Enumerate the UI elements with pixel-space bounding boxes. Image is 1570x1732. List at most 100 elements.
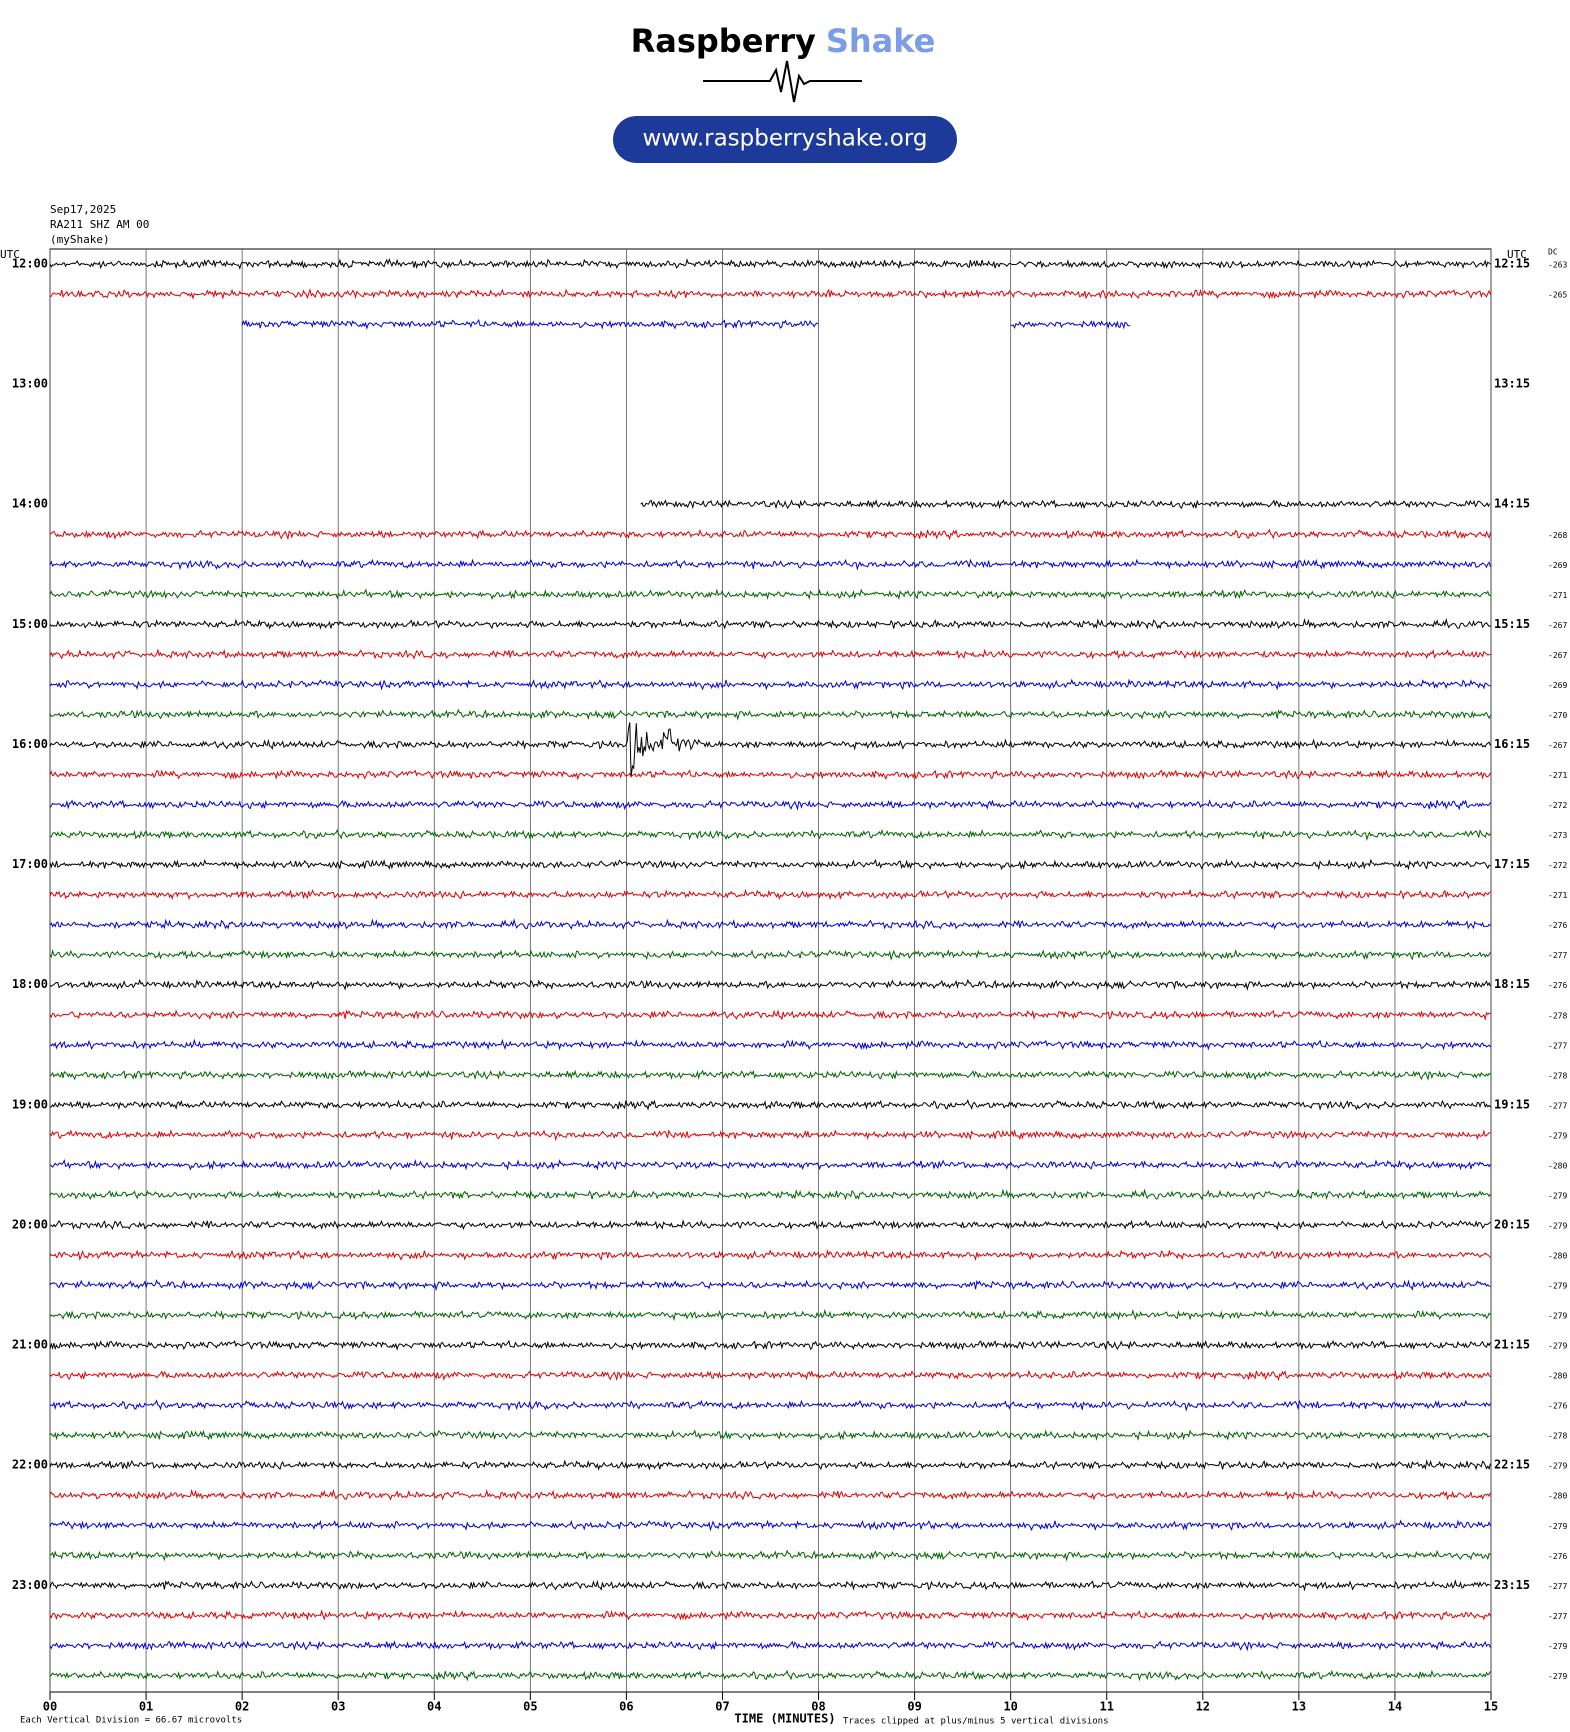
trace — [49, 1488, 1491, 1501]
x-tick-label: 05 — [523, 1700, 537, 1714]
trace — [49, 1339, 1491, 1351]
source: (myShake) — [50, 233, 110, 246]
dc-value: -269 — [1548, 681, 1567, 690]
hour-label-right: 15:15 — [1494, 617, 1530, 631]
trace — [49, 1249, 1491, 1262]
dc-value: -278 — [1548, 1432, 1567, 1441]
x-tick-label: 04 — [427, 1700, 441, 1714]
dc-value: -276 — [1548, 1402, 1567, 1411]
trace — [49, 1669, 1491, 1682]
dc-value: -272 — [1548, 861, 1567, 870]
logo-wave — [703, 60, 862, 103]
utc-left: UTC — [0, 248, 20, 261]
trace — [49, 1640, 1491, 1652]
url-pill — [613, 116, 957, 163]
trace — [49, 1519, 1491, 1532]
trace — [49, 1279, 1491, 1292]
hour-label-right: 23:15 — [1494, 1578, 1530, 1592]
dc-value: -271 — [1548, 771, 1567, 780]
trace — [49, 858, 1491, 871]
hour-label-right: 22:15 — [1494, 1458, 1530, 1472]
trace — [49, 1549, 1491, 1562]
dc-value: -276 — [1548, 1552, 1567, 1561]
logo: Raspberry Shake — [631, 22, 936, 60]
dc-value: -277 — [1548, 1582, 1567, 1591]
trace — [49, 1159, 1491, 1171]
dc-value: -267 — [1548, 651, 1567, 660]
x-tick-label: 14 — [1388, 1700, 1402, 1714]
trace — [49, 1099, 1491, 1111]
trace — [49, 1308, 1491, 1322]
trace — [50, 528, 1491, 541]
dc-value: -276 — [1548, 921, 1567, 930]
trace — [49, 1219, 1491, 1231]
dc-value: -279 — [1548, 1642, 1567, 1651]
hour-label: 18:00 — [12, 977, 48, 991]
x-tick-label: 00 — [43, 1700, 57, 1714]
x-tick-label: 02 — [235, 1700, 249, 1714]
hour-label-right: 16:15 — [1494, 737, 1530, 751]
date: Sep17,2025 — [50, 203, 116, 216]
dc-value: -279 — [1548, 1342, 1567, 1351]
trace — [49, 1369, 1491, 1382]
hour-label-right: 13:15 — [1494, 377, 1530, 391]
hour-label-right: 17:15 — [1494, 857, 1530, 871]
trace — [49, 918, 1491, 930]
trace — [49, 1459, 1491, 1471]
x-tick-label: 15 — [1484, 1700, 1498, 1714]
x-tick-label: 11 — [1100, 1700, 1114, 1714]
hour-label: 19:00 — [12, 1097, 48, 1111]
trace — [49, 1579, 1491, 1592]
hour-label: 20:00 — [12, 1217, 48, 1231]
dc-value: -279 — [1548, 1131, 1567, 1140]
logo-name: Raspberry — [631, 22, 816, 60]
trace — [49, 617, 1491, 630]
x-axis-label: TIME (MINUTES) — [734, 1712, 835, 1726]
trace — [49, 948, 1491, 961]
trace — [241, 318, 819, 330]
x-tick-label: 07 — [715, 1700, 729, 1714]
plot-frame — [49, 248, 1492, 1693]
trace — [49, 1609, 1491, 1622]
trace — [49, 558, 1491, 571]
dc-title: DC — [1548, 248, 1558, 257]
dc-value: -279 — [1548, 1522, 1567, 1531]
trace — [1010, 320, 1131, 330]
trace — [49, 1188, 1491, 1201]
x-tick-label: 06 — [619, 1700, 633, 1714]
hour-label-right: 14:15 — [1494, 497, 1530, 511]
trace — [49, 708, 1491, 721]
trace — [49, 1038, 1491, 1051]
dc-value: -272 — [1548, 801, 1567, 810]
trace — [49, 722, 1491, 778]
trace — [49, 978, 1491, 992]
dc-value: -268 — [1548, 531, 1567, 540]
trace — [49, 588, 1491, 601]
dc-value: -279 — [1548, 1672, 1567, 1681]
trace — [50, 288, 1491, 300]
hour-label-right: 12:15 — [1494, 257, 1530, 271]
clip-note: Traces clipped at plus/minus 5 vertical … — [843, 1717, 1109, 1727]
trace — [49, 648, 1491, 660]
hour-label: 23:00 — [12, 1578, 48, 1592]
hour-label-right: 19:15 — [1494, 1097, 1530, 1111]
trace — [49, 1129, 1491, 1142]
trace — [49, 1009, 1491, 1021]
dc-value: -279 — [1548, 1282, 1567, 1291]
hour-label: 12:00 — [12, 257, 48, 271]
hour-label: 22:00 — [12, 1458, 48, 1472]
dc-value: -270 — [1548, 711, 1567, 720]
trace — [49, 258, 1491, 270]
hour-label: 14:00 — [12, 497, 48, 511]
trace — [49, 1069, 1491, 1081]
dc-value: -267 — [1548, 621, 1567, 630]
dc-value: -265 — [1548, 291, 1567, 300]
trace — [49, 678, 1491, 691]
hour-label: 21:00 — [12, 1338, 48, 1352]
dc-value: -273 — [1548, 831, 1567, 840]
x-tick-label: 01 — [139, 1700, 153, 1714]
dc-value: -279 — [1548, 1312, 1567, 1321]
dc-value: -263 — [1548, 261, 1567, 270]
